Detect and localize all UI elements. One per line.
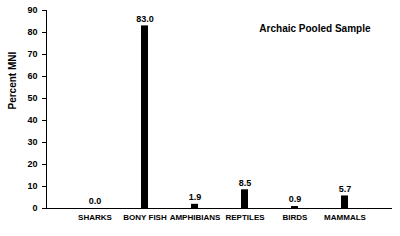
svg-text:AMPHIBIANS: AMPHIBIANS bbox=[170, 213, 221, 222]
svg-text:REPTILES: REPTILES bbox=[225, 213, 265, 222]
svg-text:0.0: 0.0 bbox=[89, 196, 102, 206]
svg-text:20: 20 bbox=[27, 159, 37, 169]
svg-text:30: 30 bbox=[27, 137, 37, 147]
svg-text:SHARKS: SHARKS bbox=[78, 213, 112, 222]
svg-text:5.7: 5.7 bbox=[339, 184, 352, 194]
svg-text:90: 90 bbox=[27, 5, 37, 15]
svg-text:10: 10 bbox=[27, 181, 37, 191]
svg-text:Percent MNI: Percent MNI bbox=[7, 51, 18, 109]
svg-text:0.9: 0.9 bbox=[289, 194, 302, 204]
svg-text:BIRDS: BIRDS bbox=[283, 213, 309, 222]
svg-text:1.9: 1.9 bbox=[189, 192, 202, 202]
svg-text:40: 40 bbox=[27, 115, 37, 125]
svg-text:50: 50 bbox=[27, 93, 37, 103]
svg-text:MAMMALS: MAMMALS bbox=[324, 213, 366, 222]
svg-text:Archaic Pooled Sample: Archaic Pooled Sample bbox=[259, 23, 371, 34]
svg-text:80: 80 bbox=[27, 27, 37, 37]
svg-text:83.0: 83.0 bbox=[136, 14, 154, 24]
svg-text:60: 60 bbox=[27, 71, 37, 81]
svg-text:70: 70 bbox=[27, 49, 37, 59]
svg-text:BONY FISH: BONY FISH bbox=[123, 213, 167, 222]
svg-text:8.5: 8.5 bbox=[239, 178, 252, 188]
svg-text:0: 0 bbox=[32, 203, 37, 213]
